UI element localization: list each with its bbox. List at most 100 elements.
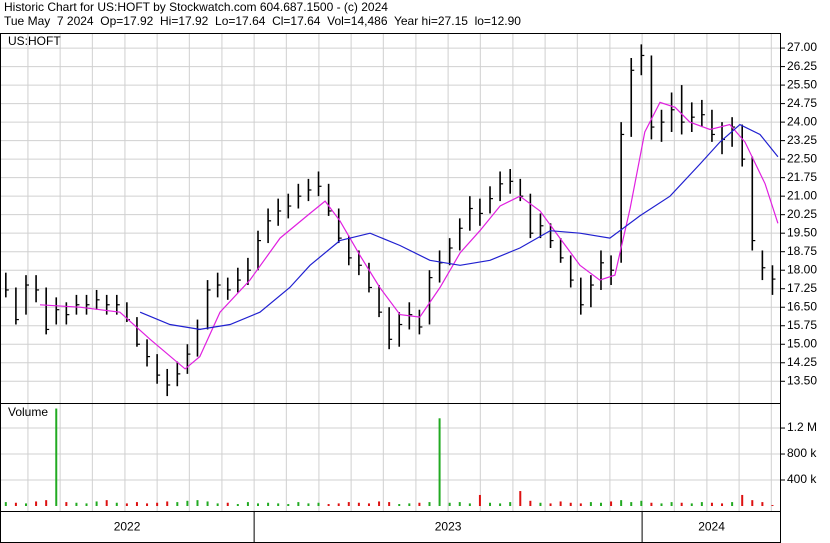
volume-tick-label: 800 k [787,446,817,460]
volume-bar [186,500,189,506]
grid [0,34,781,511]
volume-bar [45,500,48,506]
volume-bar [660,503,663,506]
volume-bar [367,503,370,506]
y-tick-label: 26.25 [787,59,817,73]
year-label: 2022 [114,520,141,534]
volume-bar [267,502,270,506]
volume-bar [287,504,290,506]
volume-label: Volume [8,405,48,419]
volume-bar [468,503,471,506]
y-tick-label: 18.75 [787,244,817,258]
volume-bar [670,502,673,506]
volume-bar [489,502,492,506]
volume-bar [156,502,159,506]
volume-bar [690,503,693,506]
moving-average [139,123,779,331]
y-tick-label: 20.25 [787,207,817,221]
volume-bar [246,502,249,506]
chart-subtitle: Tue May 7 2024 Op=17.92 Hi=17.92 Lo=17.6… [4,14,521,28]
volume-bar [539,502,542,506]
volume-bar [589,502,592,506]
volume-bar [196,500,199,506]
volume-bar [206,501,209,506]
volume-bar [236,504,239,506]
volume-bar [115,502,118,506]
volume-bar [307,503,310,506]
volume-bar [216,503,219,506]
volume-bar [388,502,391,506]
volume-bar [297,502,300,506]
y-tick-label: 22.50 [787,151,817,165]
volume-bar [620,500,623,506]
volume-bar [327,504,330,506]
y-tick-label: 14.25 [787,355,817,369]
volume-bar [761,502,764,506]
y-tick-label: 15.00 [787,336,817,350]
volume-bar [438,418,441,506]
volume-bar [771,505,774,506]
moving-average [39,101,779,370]
symbol-label: US:HOFT [8,34,61,48]
volume-bar [55,408,58,506]
volume-bar [630,502,633,506]
volume-bar [509,502,512,506]
volume-bar [731,502,734,506]
volume-bar [146,503,149,506]
volume-bar [640,500,643,506]
volume-bar [35,501,38,506]
volume-bar [257,503,260,506]
volume-tick-label: 400 k [787,472,817,486]
volume-bar [549,503,552,506]
volume-bar [125,503,128,506]
y-tick-label: 15.75 [787,318,817,332]
volume-bar [357,502,360,506]
y-tick-label: 23.25 [787,133,817,147]
y-tick-label: 21.75 [787,170,817,184]
volume-bar [458,502,461,506]
y-tick-label: 13.50 [787,373,817,387]
volume-bar [166,501,169,506]
volume-bar [95,501,98,506]
volume-bar [408,503,411,506]
volume-bar [741,494,744,506]
y-tick-label: 27.00 [787,40,817,54]
volume-bar [4,502,7,506]
volume-bar [751,500,754,506]
volume-bar [428,502,431,506]
volume-bar [519,491,522,506]
volume-bar [135,502,138,506]
y-tick-label: 21.00 [787,188,817,202]
volume-bar [317,502,320,506]
y-tick-label: 24.00 [787,114,817,128]
y-tick-label: 17.25 [787,281,817,295]
volume-bar [680,502,683,506]
volume-bar [579,503,582,506]
volume-bar [650,502,653,506]
volume-bar [529,500,532,506]
volume-bar [418,502,421,506]
volume-bar [569,502,572,506]
y-tick-label: 25.50 [787,77,817,91]
volume-bar [105,500,108,506]
volume-bar [226,502,229,506]
volume-bar [14,502,17,506]
volume-bar [24,503,27,506]
price-panel [0,33,781,404]
volume-bar [721,503,724,506]
volume-bar [337,503,340,506]
volume-bar [176,502,179,506]
volume-bar [65,502,68,506]
volume-bar [85,503,88,506]
year-label: 2023 [435,520,462,534]
volume-bar [559,501,562,506]
volume-bar [448,502,451,506]
volume-bar [499,503,502,506]
y-tick-label: 24.75 [787,96,817,110]
volume-bar [398,504,401,506]
volume-bar [75,502,78,506]
volume-bar [277,503,280,506]
volume-bar [478,494,481,506]
